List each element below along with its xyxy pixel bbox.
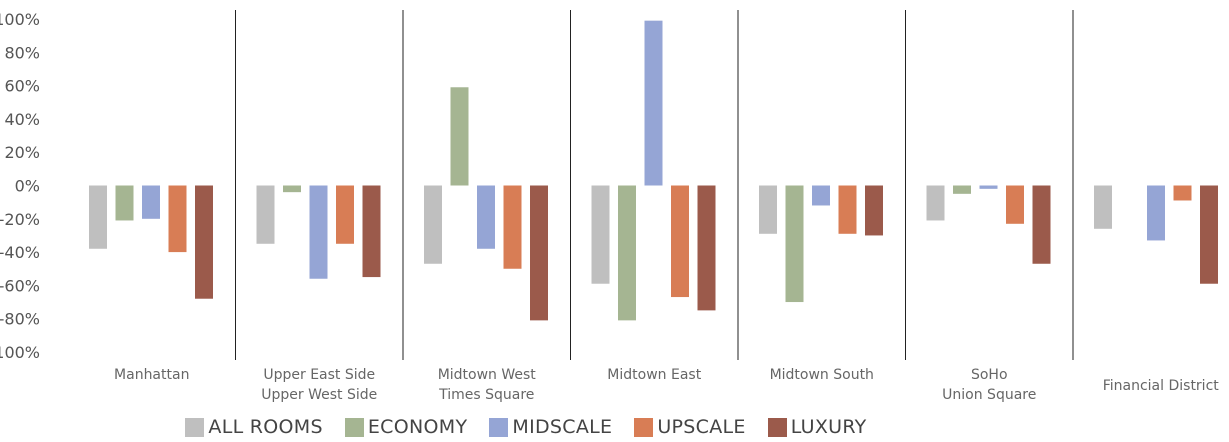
x-axis-labels: Manhattan Upper East Side Upper West Side M… bbox=[114, 367, 1219, 403]
legend-item: ALL ROOMS bbox=[185, 416, 323, 438]
bar-midscale bbox=[1147, 185, 1165, 241]
bar-upscale bbox=[168, 185, 187, 253]
y-tick-label: 100% bbox=[0, 10, 40, 29]
bar-midscale bbox=[142, 185, 160, 219]
legend-item: LUXURY bbox=[767, 416, 867, 438]
y-tick-label: 80% bbox=[4, 43, 40, 62]
y-tick-label: -40% bbox=[0, 243, 40, 262]
legend-label: LUXURY bbox=[790, 416, 867, 438]
bar-economy bbox=[618, 185, 636, 321]
y-tick-label: 0% bbox=[15, 177, 40, 196]
bar-luxury bbox=[362, 185, 381, 278]
y-tick-label: -100% bbox=[0, 343, 40, 362]
legend-label: MIDSCALE bbox=[512, 416, 613, 438]
x-tick-label: Midtown East bbox=[607, 367, 701, 383]
x-tick-label: Upper West Side bbox=[261, 387, 377, 403]
bar-economy bbox=[283, 185, 301, 193]
y-tick-label: 60% bbox=[4, 77, 40, 96]
bar-economy bbox=[115, 185, 134, 221]
y-tick-label: -20% bbox=[0, 210, 40, 229]
y-tick-label: 20% bbox=[4, 143, 40, 162]
y-tick-label: -60% bbox=[0, 276, 40, 295]
bar-economy bbox=[785, 185, 804, 303]
legend-label: ECONOMY bbox=[367, 416, 468, 438]
bar-luxury bbox=[1032, 185, 1051, 264]
legend-label: UPSCALE bbox=[657, 416, 746, 438]
y-tick-label: -80% bbox=[0, 310, 40, 329]
legend-swatch bbox=[185, 417, 205, 437]
bar-luxury bbox=[195, 185, 213, 299]
bar-upscale bbox=[1006, 185, 1024, 224]
x-tick-label: Midtown West bbox=[438, 367, 537, 383]
group-dividers bbox=[235, 10, 1074, 360]
bar-all-rooms bbox=[256, 185, 275, 244]
bar-upscale bbox=[503, 185, 522, 269]
bars bbox=[89, 20, 1218, 321]
bar-midscale bbox=[812, 185, 830, 206]
bar-midscale bbox=[309, 185, 328, 279]
legend: ALL ROOMS ECONOMY MIDSCALE UPSCALE LUXURY bbox=[0, 413, 1052, 441]
bar-upscale bbox=[1173, 185, 1192, 201]
legend-swatch bbox=[489, 417, 509, 437]
bar-luxury bbox=[697, 185, 716, 311]
bar-luxury bbox=[530, 185, 548, 321]
x-tick-label: Upper East Side bbox=[263, 367, 375, 383]
bar-all-rooms bbox=[424, 185, 442, 264]
bar-upscale bbox=[336, 185, 354, 244]
legend-item: UPSCALE bbox=[634, 416, 745, 438]
x-tick-label: Times Square bbox=[438, 387, 534, 403]
bar-luxury bbox=[865, 185, 883, 236]
bar-economy bbox=[953, 185, 971, 194]
x-tick-label: Manhattan bbox=[114, 367, 189, 383]
legend-item: ECONOMY bbox=[344, 416, 468, 438]
x-tick-label: SoHo bbox=[971, 367, 1008, 383]
bar-all-rooms bbox=[759, 185, 777, 234]
x-tick-label: Financial District bbox=[1103, 378, 1220, 394]
y-tick-label: 40% bbox=[4, 110, 40, 129]
bar-upscale bbox=[671, 185, 689, 298]
bar-chart: -100%-80%-60%-40%-20%0%20%40%60%80%100% … bbox=[0, 10, 1219, 403]
legend-item: MIDSCALE bbox=[489, 416, 612, 438]
x-tick-label: Union Square bbox=[942, 387, 1036, 403]
bar-luxury bbox=[1200, 185, 1218, 284]
bar-all-rooms bbox=[591, 185, 610, 284]
legend-label: ALL ROOMS bbox=[208, 416, 323, 438]
bar-upscale bbox=[838, 185, 857, 234]
bar-midscale bbox=[477, 185, 495, 249]
legend-swatch bbox=[344, 417, 364, 437]
bar-midscale bbox=[644, 20, 663, 186]
bar-all-rooms bbox=[1094, 185, 1112, 229]
legend-swatch bbox=[767, 417, 787, 437]
y-axis-ticks: -100% -80% -60% -40% -20% 0% 20% 40% 60% 80% 100% bbox=[0, 10, 40, 362]
x-tick-label: Midtown South bbox=[770, 367, 874, 383]
bar-midscale bbox=[979, 185, 998, 189]
bar-all-rooms bbox=[926, 185, 945, 221]
bar-economy bbox=[450, 87, 469, 186]
legend-swatch bbox=[634, 417, 654, 437]
bar-all-rooms bbox=[89, 185, 107, 249]
